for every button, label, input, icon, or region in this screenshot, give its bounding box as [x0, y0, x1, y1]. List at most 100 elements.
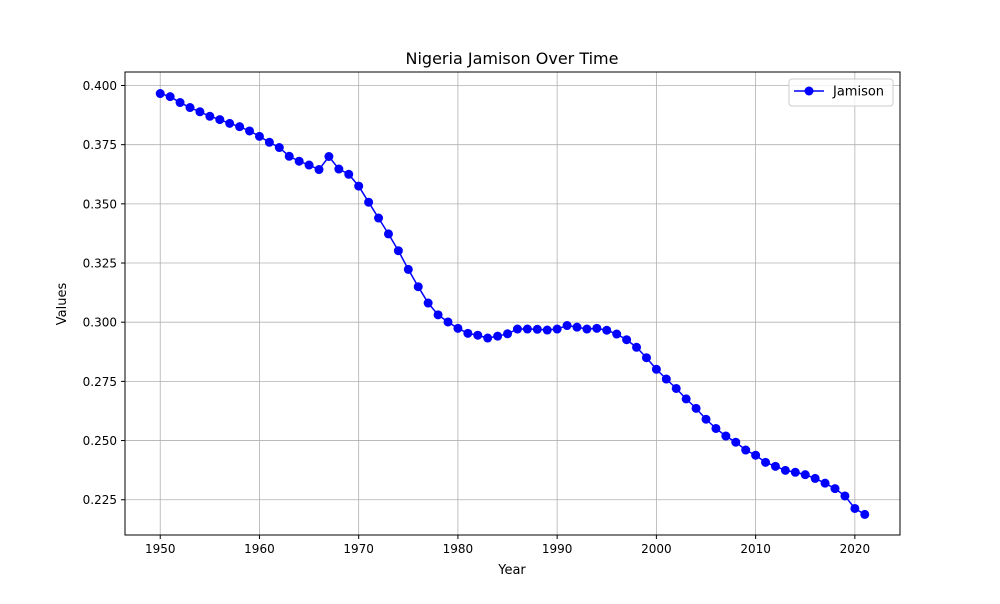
data-point — [155, 89, 165, 99]
data-point — [770, 461, 780, 471]
data-point — [830, 484, 840, 494]
data-point — [463, 328, 473, 338]
data-point — [165, 92, 175, 102]
y-tick-label: 0.275 — [83, 375, 117, 389]
data-point — [522, 324, 532, 334]
data-point — [483, 333, 493, 343]
data-point — [274, 143, 284, 153]
y-axis-label: Values — [55, 283, 70, 326]
y-axis: 0.225 0.250 0.275 0.300 0.325 0.350 0.375 0.400 — [83, 79, 125, 507]
data-point — [433, 310, 443, 320]
data-point — [820, 478, 830, 488]
data-point — [473, 330, 483, 340]
data-point — [542, 325, 552, 335]
data-point — [324, 152, 334, 161]
data-point — [721, 431, 731, 441]
data-point — [512, 324, 522, 334]
data-point — [622, 335, 632, 345]
data-point — [562, 321, 572, 331]
data-point — [254, 131, 264, 141]
data-point — [632, 342, 642, 352]
data-point — [731, 437, 741, 447]
chart-title: Nigeria Jamison Over Time — [406, 49, 619, 68]
x-axis-label: Year — [497, 563, 526, 578]
data-point — [701, 414, 711, 424]
y-tick-label: 0.400 — [83, 79, 117, 93]
data-point — [681, 394, 691, 404]
grid — [125, 72, 900, 535]
x-tick-label: 1950 — [145, 542, 176, 556]
data-point — [780, 465, 790, 475]
y-tick-label: 0.350 — [83, 197, 117, 211]
data-point — [761, 457, 771, 467]
data-point — [185, 103, 195, 113]
legend: Jamison — [788, 78, 894, 107]
data-point — [304, 160, 314, 170]
y-tick-label: 0.375 — [83, 138, 117, 152]
legend-marker — [804, 86, 814, 96]
data-point — [800, 470, 810, 480]
data-point — [790, 467, 800, 477]
x-tick-label: 2020 — [840, 542, 871, 556]
x-axis: 1950 1960 1970 1980 1990 2000 2010 2020 — [145, 535, 870, 556]
data-point — [711, 423, 721, 433]
data-point — [741, 445, 751, 455]
data-point — [205, 111, 215, 121]
data-point — [374, 213, 384, 223]
data-point — [691, 403, 701, 413]
data-point — [284, 151, 294, 161]
data-point — [364, 197, 374, 207]
plot-frame — [124, 71, 901, 536]
y-tick-label: 0.225 — [83, 493, 117, 507]
data-point — [850, 503, 860, 513]
data-point — [572, 322, 582, 332]
data-point — [195, 107, 205, 117]
data-point — [840, 491, 850, 501]
data-point — [602, 325, 612, 335]
data-point — [383, 229, 393, 239]
x-tick-label: 1980 — [443, 542, 474, 556]
data-point — [413, 282, 423, 292]
data-point — [453, 323, 463, 333]
y-tick-label: 0.300 — [83, 316, 117, 330]
data-point — [393, 246, 403, 256]
data-point — [503, 329, 513, 339]
series-layer — [155, 89, 870, 519]
data-point — [245, 126, 255, 136]
data-point — [215, 115, 225, 125]
legend-label: Jamison — [832, 85, 884, 100]
data-point — [314, 165, 324, 175]
data-point — [443, 317, 453, 327]
data-point — [175, 98, 185, 108]
x-tick-label: 1990 — [542, 542, 573, 556]
data-point — [661, 374, 671, 384]
data-point — [264, 137, 274, 147]
x-tick-label: 2010 — [740, 542, 771, 556]
y-tick-label: 0.250 — [83, 434, 117, 448]
x-tick-label: 2000 — [641, 542, 672, 556]
data-point — [532, 324, 542, 334]
data-point — [751, 450, 761, 460]
data-point — [225, 118, 235, 128]
data-point — [334, 164, 344, 174]
data-point — [423, 298, 433, 308]
data-point — [671, 383, 681, 393]
data-point — [651, 364, 661, 374]
data-point — [860, 509, 870, 519]
data-point — [344, 169, 354, 179]
data-point — [354, 181, 364, 191]
data-point — [810, 473, 820, 483]
data-point — [552, 324, 562, 334]
series-line — [160, 92, 866, 516]
data-point — [592, 323, 602, 333]
data-point — [641, 353, 651, 363]
data-point — [493, 331, 503, 341]
legend-box — [788, 78, 894, 107]
data-point — [294, 156, 304, 166]
y-tick-label: 0.325 — [83, 257, 117, 271]
data-point — [612, 329, 622, 339]
data-point — [403, 264, 413, 274]
x-tick-label: 1960 — [244, 542, 275, 556]
